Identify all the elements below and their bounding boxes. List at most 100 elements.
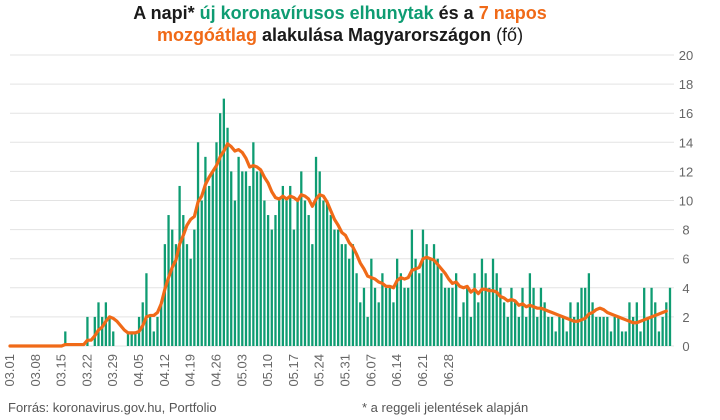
bar xyxy=(429,258,432,346)
bar xyxy=(499,287,502,346)
bar xyxy=(543,302,546,346)
x-tick-label: 06.28 xyxy=(441,354,456,387)
bar xyxy=(259,171,262,346)
bar xyxy=(407,287,410,346)
bar xyxy=(329,215,332,346)
bar xyxy=(207,185,211,346)
x-tick-label: 04.05 xyxy=(131,354,146,387)
bar xyxy=(263,200,266,346)
bar xyxy=(333,229,336,346)
bar xyxy=(130,331,133,346)
bar xyxy=(285,200,288,346)
title-part-2: új koronavírusos elhunytak xyxy=(199,3,434,23)
title-part-3: és a xyxy=(433,3,479,23)
bar xyxy=(440,273,443,346)
x-tick-label: 06.14 xyxy=(389,354,404,387)
bar xyxy=(558,316,561,346)
bar xyxy=(587,273,591,346)
bar xyxy=(443,287,447,346)
bar xyxy=(148,316,152,346)
y-tick-label: 8 xyxy=(682,223,689,238)
bar xyxy=(307,215,310,346)
bar xyxy=(661,316,664,346)
x-tick-label: 05.17 xyxy=(286,354,301,387)
bar xyxy=(414,258,417,346)
bar xyxy=(230,171,233,346)
bar xyxy=(362,287,366,346)
bar xyxy=(226,127,229,346)
bar xyxy=(480,258,484,346)
bar xyxy=(244,171,248,346)
bar xyxy=(576,302,579,346)
bar xyxy=(532,287,535,346)
bar xyxy=(86,316,89,346)
bar xyxy=(278,200,281,346)
x-tick-label: 04.26 xyxy=(208,354,223,387)
bar xyxy=(639,331,642,346)
bar xyxy=(469,316,473,346)
y-tick-label: 12 xyxy=(679,164,693,179)
bar xyxy=(108,316,111,346)
bar xyxy=(528,273,532,346)
y-tick-label: 6 xyxy=(682,252,689,267)
bar xyxy=(281,185,284,346)
bar xyxy=(64,331,67,346)
bar xyxy=(237,156,240,346)
bar xyxy=(513,302,517,346)
bar xyxy=(322,200,325,346)
bar xyxy=(550,316,554,346)
y-tick-label: 14 xyxy=(679,135,693,150)
bar xyxy=(392,302,395,346)
bar xyxy=(565,331,568,346)
moving-average-line xyxy=(8,142,668,348)
bar xyxy=(547,316,550,346)
bar xyxy=(536,316,539,346)
x-tick-label: 03.01 xyxy=(2,354,17,387)
bar xyxy=(595,316,598,346)
bar xyxy=(606,316,609,346)
bar xyxy=(252,142,255,346)
bar xyxy=(266,215,270,346)
footnote: * a reggeli jelentések alapján xyxy=(362,400,529,415)
bar xyxy=(510,287,513,346)
y-tick-label: 16 xyxy=(679,106,693,121)
bar xyxy=(370,258,373,346)
bar xyxy=(145,273,148,346)
bar xyxy=(451,287,454,346)
x-tick-label: 03.08 xyxy=(28,354,43,387)
title-part-7: (fő) xyxy=(496,25,524,45)
bar xyxy=(355,273,358,346)
bar xyxy=(657,331,661,346)
bar xyxy=(222,98,225,347)
bar xyxy=(396,258,399,346)
bar xyxy=(112,331,115,346)
y-tick-label: 10 xyxy=(679,194,693,209)
bar xyxy=(215,142,218,346)
bar xyxy=(340,244,343,346)
bar xyxy=(458,316,461,346)
bar xyxy=(502,302,506,346)
bar xyxy=(289,185,292,346)
source-note: Forrás: koronavirus.gov.hu, Portfolio xyxy=(8,400,217,415)
bar xyxy=(495,273,498,346)
bar xyxy=(351,244,355,346)
y-tick-label: 2 xyxy=(682,310,689,325)
bar xyxy=(381,273,384,346)
bar xyxy=(602,316,605,346)
bar xyxy=(521,287,524,346)
bar xyxy=(185,244,189,346)
bar xyxy=(303,200,307,346)
bar xyxy=(477,302,480,346)
bar xyxy=(554,331,557,346)
bar xyxy=(399,273,402,346)
bar xyxy=(174,244,178,346)
bar xyxy=(200,200,203,346)
bar xyxy=(337,229,340,346)
bar xyxy=(325,200,329,346)
bar xyxy=(484,273,487,346)
bar xyxy=(388,287,391,346)
bar xyxy=(491,258,495,346)
bar xyxy=(233,200,237,346)
bar xyxy=(359,302,362,346)
